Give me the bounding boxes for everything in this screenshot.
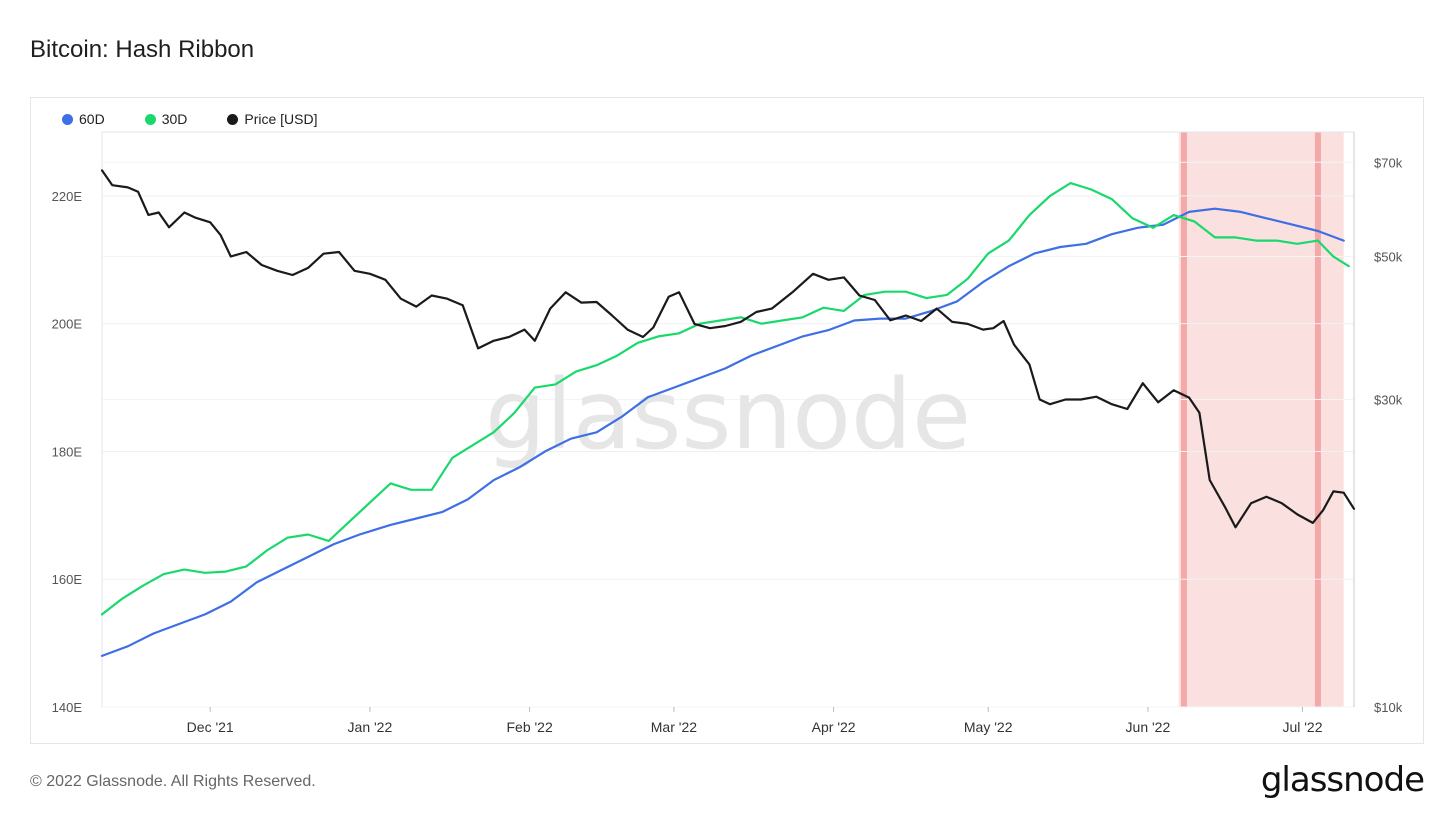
x-tick-label-1: Jan '22 (348, 719, 393, 735)
x-tick-label-2: Feb '22 (507, 719, 553, 735)
copyright-footer: © 2022 Glassnode. All Rights Reserved. (30, 773, 316, 790)
y-left-tick-label-1: 160E (52, 572, 83, 587)
x-tick-label-6: Jun '22 (1126, 719, 1171, 735)
legend-dot-60d (62, 113, 73, 125)
brand-logo[interactable]: glassnode (1260, 760, 1425, 800)
watermark: glassnode (485, 359, 971, 471)
y-right-tick-label-3: $70k (1374, 155, 1403, 170)
x-tick-label-7: Jul '22 (1282, 719, 1322, 735)
legend: 60D 30D Price [USD] (62, 111, 318, 127)
series-line-60d (100, 207, 1345, 657)
x-tick-label-0: Dec '21 (187, 719, 234, 735)
y-left-tick-label-0: 140E (52, 700, 83, 715)
x-tick-label-4: Apr '22 (812, 719, 856, 735)
legend-item-price[interactable]: Price [USD] (227, 111, 318, 127)
y-right-tick-label-2: $50k (1374, 249, 1403, 264)
chart-panel (30, 97, 1424, 744)
legend-item-60d[interactable]: 60D (62, 111, 105, 127)
legend-label-price: Price [USD] (244, 111, 318, 127)
y-left-tick-label-3: 200E (52, 317, 83, 332)
legend-label-60d: 60D (79, 111, 105, 127)
x-tick-label-5: May '22 (964, 719, 1013, 735)
y-left-tick-label-4: 220E (52, 189, 83, 204)
legend-item-30d[interactable]: 30D (144, 111, 188, 127)
capitulation-marker-1 (1314, 132, 1321, 707)
legend-dot-30d (144, 113, 156, 125)
capitulation-marker-0 (1180, 132, 1187, 707)
legend-dot-price (227, 113, 239, 125)
x-tick-label-3: Mar '22 (651, 719, 697, 735)
chart-title: Bitcoin: Hash Ribbon (30, 36, 255, 63)
y-right-tick-label-0: $10k (1374, 700, 1403, 715)
legend-label-30d: 30D (161, 111, 188, 127)
series-line-price (100, 169, 1356, 529)
series-line-30d (100, 182, 1350, 616)
y-right-tick-label-1: $30k (1374, 392, 1403, 407)
y-left-tick-label-2: 180E (52, 444, 83, 459)
